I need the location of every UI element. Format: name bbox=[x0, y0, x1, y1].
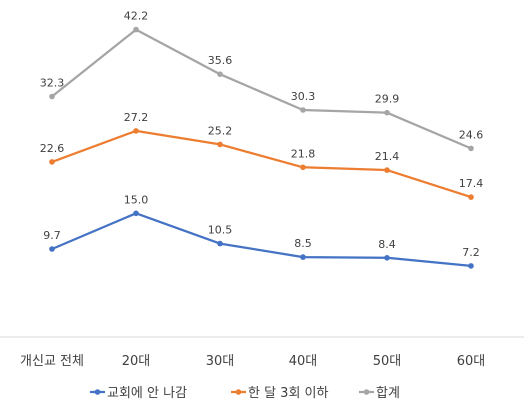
data-label: 32.3 bbox=[40, 77, 65, 90]
data-label: 35.6 bbox=[208, 54, 233, 67]
legend-label: 합계 bbox=[376, 386, 400, 401]
data-point bbox=[300, 107, 306, 113]
data-label: 15.0 bbox=[124, 193, 149, 206]
data-label: 30.3 bbox=[291, 90, 316, 103]
data-point bbox=[49, 246, 55, 252]
series-2: 32.3 42.2 35.6 30.3 29.9 24.6 bbox=[40, 10, 484, 152]
data-point bbox=[217, 240, 223, 247]
data-point bbox=[468, 263, 474, 269]
data-label: 10.5 bbox=[208, 224, 233, 237]
data-point bbox=[49, 159, 55, 165]
x-tick-label: 40대 bbox=[289, 354, 318, 369]
x-tick-label: 50대 bbox=[373, 354, 402, 369]
legend: 교회에 안 나감 한 달 3회 이하 합계 bbox=[90, 386, 400, 401]
legend-item: 한 달 3회 이하 bbox=[231, 386, 329, 401]
data-point bbox=[300, 254, 306, 260]
x-tick-label: 20대 bbox=[122, 354, 151, 369]
series-layer: 9.7 15.0 10.5 8.5 8.4 7.2 22.6 27.2 25.2 21.8 21.4… bbox=[40, 10, 484, 269]
series-0: 9.7 15.0 10.5 8.5 8.4 7.2 bbox=[43, 193, 480, 269]
x-tick-label: 60대 bbox=[457, 354, 486, 369]
data-label: 21.8 bbox=[291, 147, 316, 160]
data-label: 24.6 bbox=[459, 128, 484, 141]
data-point bbox=[384, 167, 390, 173]
series-1: 22.6 27.2 25.2 21.8 21.4 17.4 bbox=[40, 111, 484, 200]
legend-item: 합계 bbox=[359, 386, 400, 401]
data-label: 8.5 bbox=[294, 237, 312, 250]
data-point bbox=[133, 210, 139, 217]
data-label: 8.4 bbox=[378, 238, 396, 251]
data-point bbox=[133, 128, 139, 134]
data-point bbox=[49, 93, 55, 100]
data-point bbox=[300, 164, 306, 171]
data-point bbox=[217, 141, 223, 148]
legend-label: 한 달 3회 이하 bbox=[248, 386, 329, 401]
data-label: 17.4 bbox=[459, 177, 484, 190]
data-point bbox=[384, 109, 390, 116]
x-tick-labels: 개신교 전체 20대 30대 40대 50대 60대 bbox=[20, 354, 485, 369]
data-point bbox=[133, 26, 139, 33]
legend-swatch-marker bbox=[94, 389, 101, 395]
legend-label: 교회에 안 나감 bbox=[107, 386, 187, 401]
series-line bbox=[51, 212, 472, 268]
data-point bbox=[468, 194, 474, 200]
data-label: 7.2 bbox=[462, 246, 480, 259]
data-label: 27.2 bbox=[124, 111, 149, 124]
data-point bbox=[384, 254, 390, 261]
data-label: 29.9 bbox=[375, 93, 400, 106]
legend-item: 교회에 안 나감 bbox=[90, 386, 187, 401]
data-label: 25.2 bbox=[208, 124, 233, 137]
series-line bbox=[51, 129, 472, 199]
data-label: 42.2 bbox=[124, 10, 149, 23]
data-label: 22.6 bbox=[40, 142, 65, 155]
data-point bbox=[468, 145, 474, 152]
data-point bbox=[217, 71, 223, 77]
legend-swatch-marker bbox=[363, 389, 370, 395]
x-tick-label: 개신교 전체 bbox=[20, 354, 84, 369]
x-tick-label: 30대 bbox=[206, 354, 235, 369]
data-label: 9.7 bbox=[43, 229, 61, 242]
series-line bbox=[51, 28, 472, 150]
legend-swatch-marker bbox=[235, 389, 242, 395]
data-label: 21.4 bbox=[375, 150, 400, 163]
